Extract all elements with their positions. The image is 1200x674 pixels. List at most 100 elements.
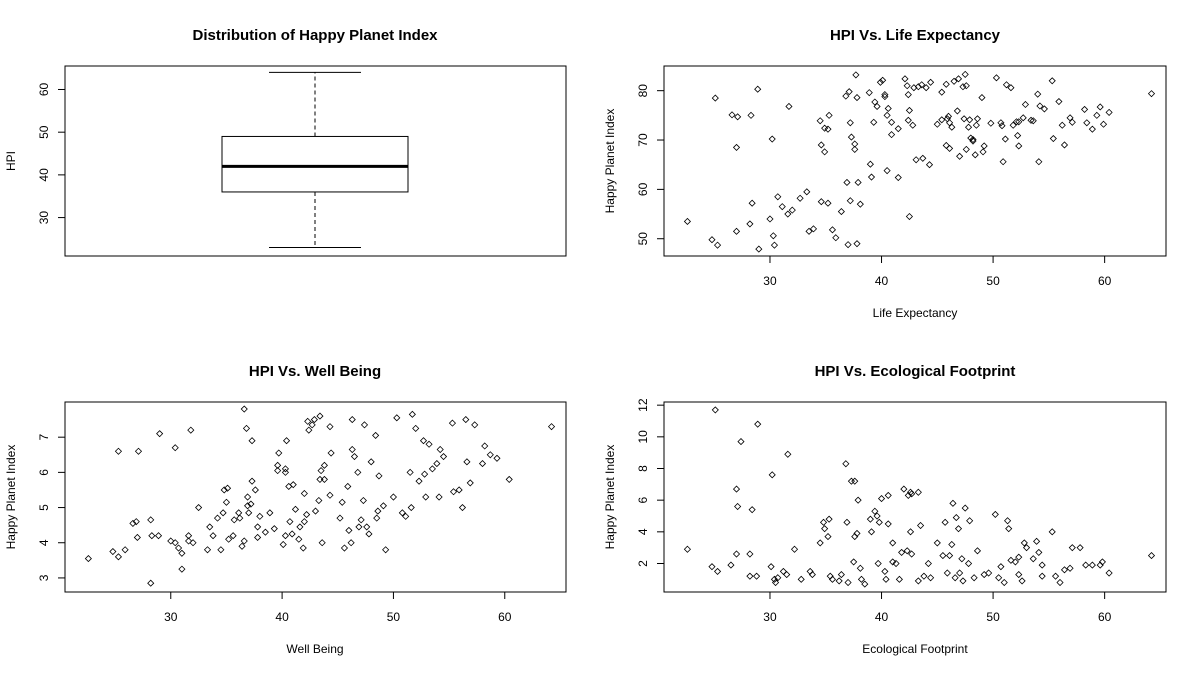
data-point — [415, 477, 423, 485]
data-point — [240, 405, 248, 413]
data-point — [920, 572, 928, 580]
data-point — [857, 575, 866, 583]
data-point — [889, 558, 897, 566]
data-point — [389, 493, 397, 501]
data-point — [412, 424, 420, 432]
data-point — [978, 94, 986, 102]
data-point — [854, 496, 862, 504]
data-point — [808, 571, 816, 579]
data-point — [308, 421, 316, 429]
data-point — [871, 98, 879, 106]
data-point — [843, 518, 851, 526]
y-tick-label: 60 — [636, 182, 650, 196]
data-point — [406, 468, 414, 476]
x-axis-label: Life Expectancy — [873, 306, 958, 320]
data-point — [1015, 118, 1023, 126]
data-point — [217, 546, 225, 554]
data-point — [881, 91, 889, 99]
x-tick-label: 60 — [1098, 610, 1112, 624]
data-point — [961, 504, 969, 512]
data-point — [918, 81, 926, 89]
data-point — [826, 572, 834, 580]
data-point — [881, 567, 889, 575]
data-point — [1060, 141, 1069, 149]
data-point — [1035, 548, 1043, 556]
data-point — [348, 416, 356, 424]
data-point — [998, 122, 1006, 130]
data-point — [316, 412, 324, 420]
data-point — [909, 121, 917, 129]
y-tick-label: 50 — [37, 125, 51, 139]
data-point — [505, 475, 513, 483]
data-point — [344, 482, 352, 491]
data-point — [819, 518, 828, 526]
data-point — [213, 514, 222, 522]
data-point — [133, 533, 141, 542]
data-point — [254, 533, 262, 542]
data-point — [363, 523, 371, 531]
data-point — [288, 530, 296, 538]
data-point — [1027, 116, 1035, 124]
data-point — [296, 523, 304, 531]
data-point — [439, 452, 448, 461]
data-point — [147, 516, 155, 524]
data-point — [919, 154, 927, 162]
y-axis-label: Happy Planet Index — [4, 445, 18, 550]
data-point — [1036, 102, 1044, 110]
data-point — [449, 488, 458, 496]
data-point — [737, 438, 745, 446]
data-point — [997, 119, 1005, 127]
data-point — [154, 532, 163, 540]
hpi-vs-ecological-footprint-panel: HPI Vs. Ecological Footprint 2 4 6 8 10 12 Happ… — [603, 363, 1167, 656]
data-point — [711, 94, 719, 102]
data-point — [901, 75, 909, 83]
data-point — [966, 517, 974, 525]
data-point — [949, 499, 957, 507]
data-point — [964, 123, 973, 131]
data-point — [1015, 571, 1023, 579]
x-axis-label: Ecological Footprint — [862, 642, 968, 656]
data-point — [1033, 537, 1041, 545]
data-point — [894, 125, 902, 133]
data-point — [956, 569, 964, 577]
data-point — [1029, 117, 1037, 125]
data-point — [305, 426, 313, 434]
data-point — [879, 76, 887, 84]
data-point — [187, 426, 195, 434]
data-point — [1000, 578, 1008, 587]
data-point — [774, 574, 782, 582]
data-point — [455, 486, 463, 494]
data-point — [877, 495, 886, 503]
data-point — [925, 161, 934, 169]
data-point — [355, 523, 363, 531]
data-point — [1080, 105, 1089, 113]
data-point — [888, 118, 896, 126]
data-point — [960, 115, 968, 123]
x-tick-label: 30 — [763, 274, 777, 288]
data-point — [790, 545, 799, 553]
y-tick-label: 8 — [636, 465, 650, 472]
data-point — [867, 173, 876, 181]
data-point — [708, 563, 716, 571]
data-point — [223, 484, 232, 492]
data-point — [895, 575, 903, 583]
y-tick-label: 2 — [636, 560, 650, 567]
data-point — [853, 529, 861, 537]
y-tick-label: 4 — [636, 528, 650, 535]
data-point — [185, 537, 193, 545]
data-point — [884, 104, 892, 113]
data-point — [954, 525, 963, 533]
data-point — [171, 539, 179, 547]
data-point — [768, 471, 776, 479]
data-point — [924, 559, 932, 568]
y-tick-label: 80 — [636, 84, 650, 98]
data-point — [979, 148, 987, 156]
data-point — [943, 569, 951, 577]
data-point — [784, 450, 792, 458]
chart-title: HPI Vs. Life Expectancy — [830, 27, 1001, 44]
data-point — [156, 430, 164, 438]
y-tick-label: 6 — [636, 497, 650, 504]
data-point — [261, 528, 269, 536]
data-point — [847, 477, 855, 485]
